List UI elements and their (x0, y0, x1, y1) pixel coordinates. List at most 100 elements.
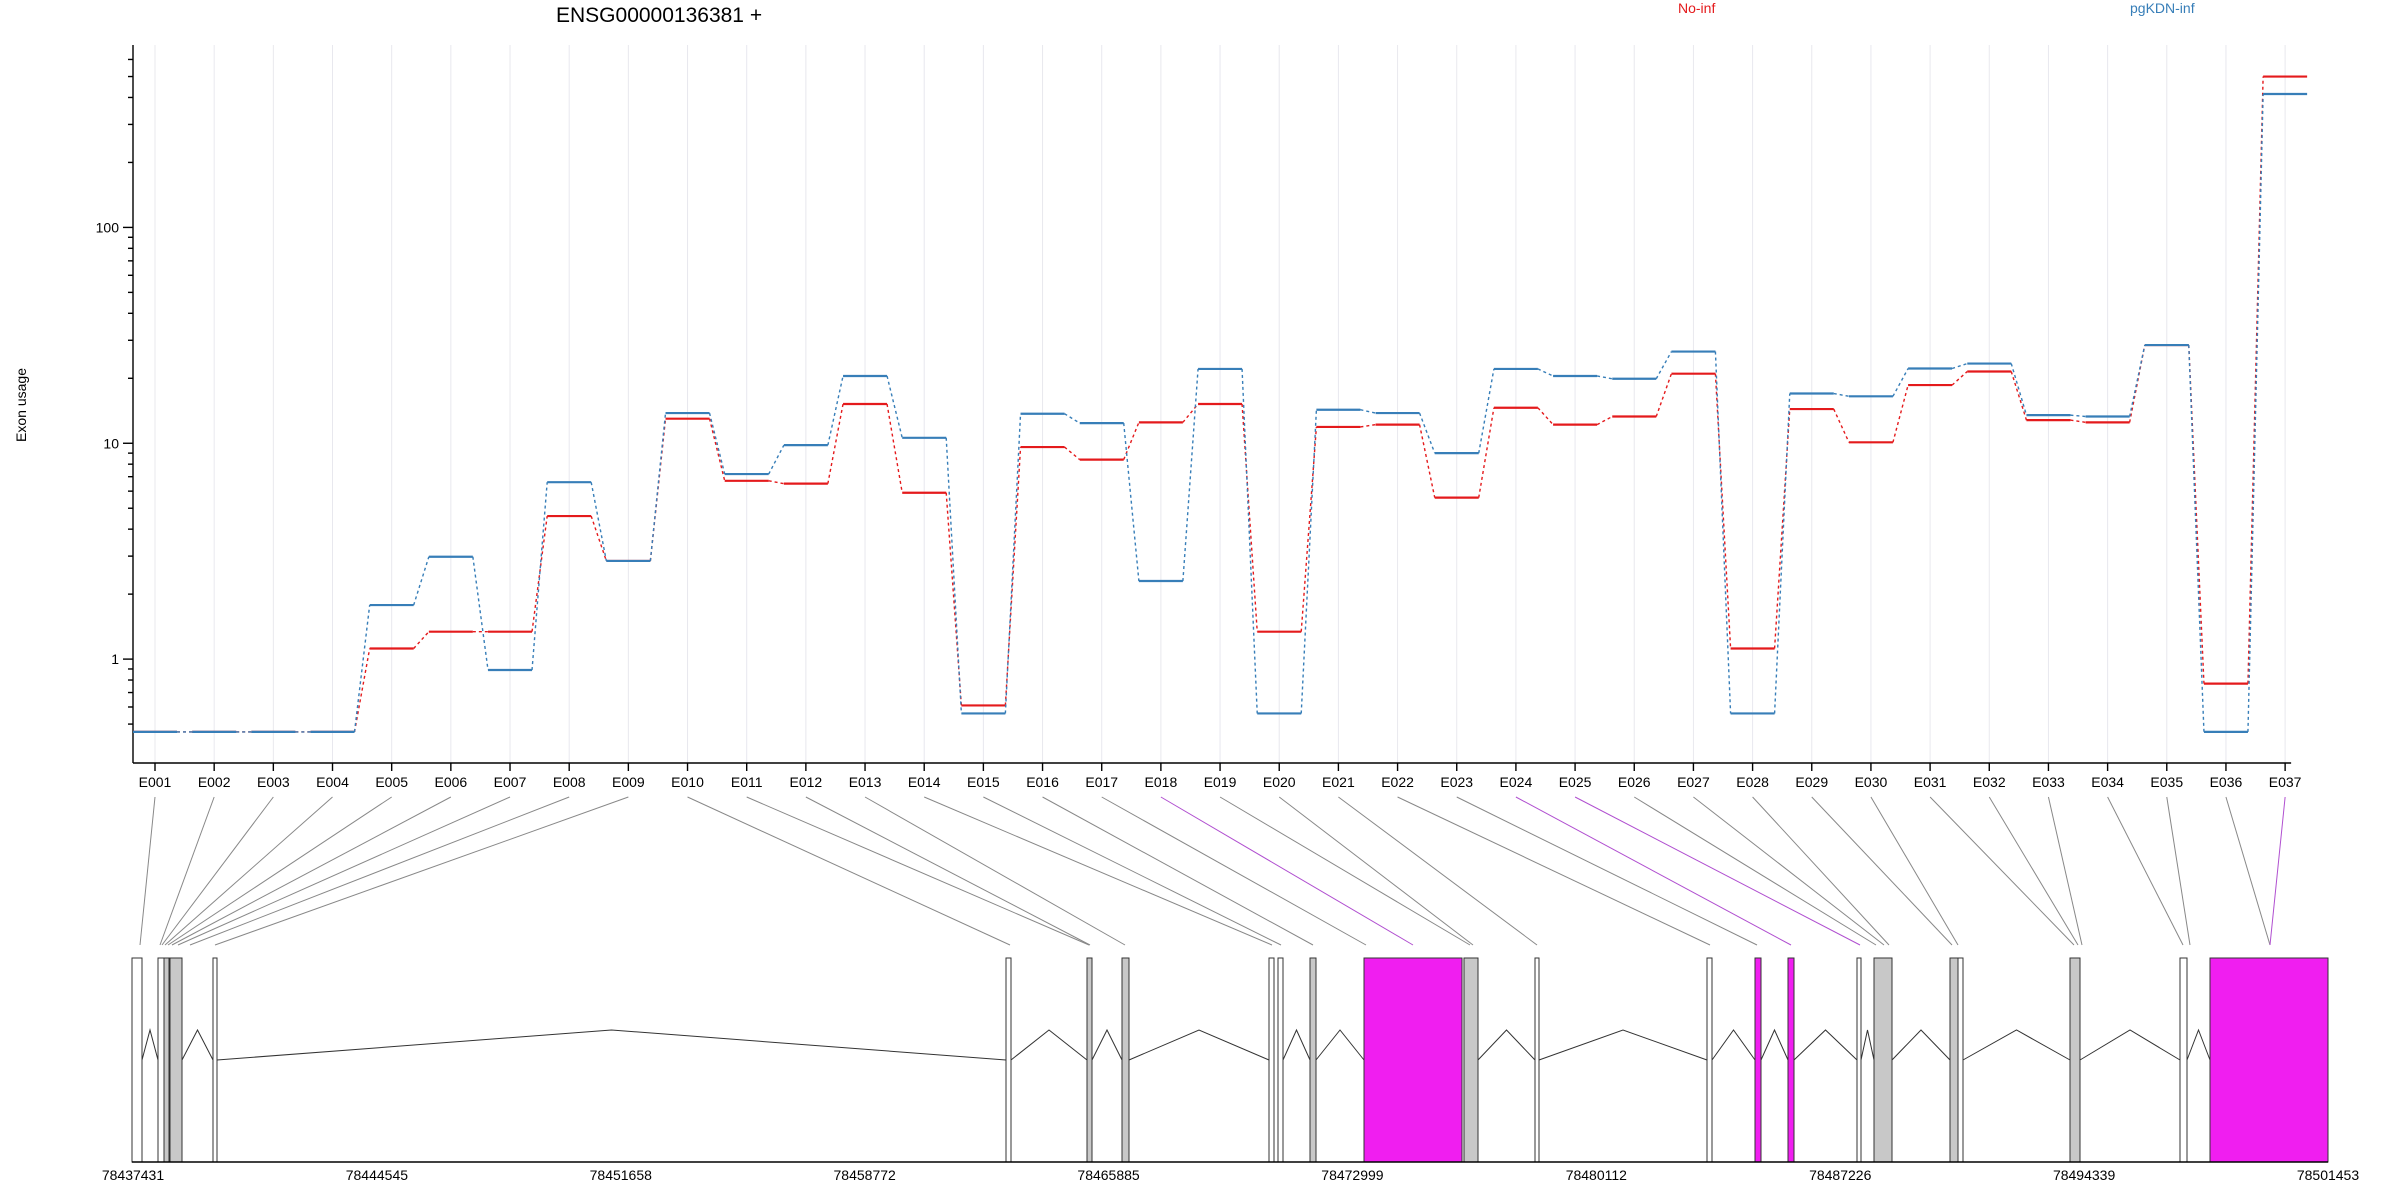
legend-pgkdn-inf: pgKDN-inf (2130, 0, 2195, 16)
data-connector (1478, 407, 1495, 498)
x-tick-label: E011 (731, 774, 763, 790)
exon-connector (167, 796, 392, 946)
exon-box (212, 957, 218, 1163)
exon-connector (2047, 796, 2083, 946)
coordinate-label: 78487226 (1809, 1167, 1872, 1183)
coordinate-label: 78444545 (346, 1167, 409, 1183)
x-tick-label: E023 (1440, 774, 1473, 790)
data-connector (708, 418, 726, 481)
legend-no-inf: No-inf (1678, 0, 1715, 16)
data-connector (1773, 409, 1791, 649)
genomic-coordinate-axis: 78437431 78444545 78451658 78458772 78465885… (102, 1167, 2360, 1183)
intron-line (2079, 1029, 2181, 1061)
data-connector (1418, 424, 1436, 498)
exon-connector (189, 796, 570, 946)
data-connector (353, 648, 371, 733)
data-connector (531, 482, 548, 671)
coordinate-label: 78472999 (1321, 1167, 1384, 1183)
intron-line (1891, 1029, 1951, 1061)
exon-box (1268, 957, 1275, 1163)
x-tick-label: E031 (1914, 774, 1947, 790)
exon-box (1754, 957, 1762, 1163)
data-connector (413, 556, 430, 606)
exon-box (1309, 957, 1317, 1163)
exon-connector (164, 796, 333, 946)
data-connector (531, 515, 548, 632)
data-connector (1241, 368, 1258, 714)
exon-connector (2269, 796, 2286, 946)
data-connector (2128, 344, 2146, 417)
data-connector (1360, 409, 1376, 414)
coordinate-label: 78494339 (2053, 1167, 2116, 1183)
data-connector (1655, 351, 1673, 380)
data-connector (1833, 408, 1850, 443)
exon-connector (1397, 796, 1711, 946)
data-connector (1596, 375, 1613, 380)
exon-box (163, 957, 170, 1163)
coordinate-label: 78437431 (102, 1167, 165, 1183)
x-tick-label: E009 (612, 774, 645, 790)
x-tick-label: E024 (1500, 774, 1533, 790)
x-tick-label: E003 (257, 774, 290, 790)
x-tick-label: E032 (1973, 774, 2006, 790)
exon-connector (1219, 796, 1471, 946)
coordinate-label: 78465885 (1077, 1167, 1140, 1183)
exon-connector (1693, 796, 1885, 946)
data-connector (827, 375, 844, 446)
exon-connector (746, 796, 1090, 946)
data-connector (2070, 419, 2086, 424)
coordinate-label: 78451658 (590, 1167, 653, 1183)
exon-connector (214, 796, 629, 946)
x-tick-label: E027 (1677, 774, 1710, 790)
x-tick-label: E007 (494, 774, 527, 790)
data-connector (1537, 368, 1554, 377)
exon-connector (864, 796, 1126, 946)
chart-title: ENSG00000136381 + (556, 4, 762, 27)
x-tick-label: E016 (1026, 774, 1059, 790)
exon-connector (1870, 796, 1959, 946)
y-axis-label: Exon usage (13, 368, 29, 442)
exon-box (1005, 957, 1012, 1163)
coordinate-label: 78458772 (834, 1167, 897, 1183)
y-tick-label: 1 (111, 651, 119, 667)
intron-line (1962, 1029, 2071, 1061)
intron-line (1860, 1029, 1875, 1061)
data-connector (590, 482, 608, 562)
exon-box (1787, 957, 1795, 1163)
data-connector (1478, 368, 1495, 454)
exon-box (1873, 957, 1893, 1163)
intron-line (1282, 1028, 1311, 1061)
data-connector (1773, 393, 1791, 714)
data-connector (2247, 93, 2264, 732)
y-tick-label: 100 (96, 219, 120, 235)
x-tick-label: E006 (434, 774, 467, 790)
exon-connector (2225, 796, 2271, 946)
exon-connector (1988, 796, 2079, 946)
exon-connector (177, 796, 511, 946)
exon-connector (805, 796, 1091, 946)
coordinate-label: 78501453 (2297, 1167, 2360, 1183)
x-tick-label: E030 (1855, 774, 1888, 790)
x-tick-label: E018 (1145, 774, 1178, 790)
x-tick-label: E015 (967, 774, 1000, 790)
exon-box (131, 957, 143, 1163)
data-connector (1892, 368, 1909, 397)
exon-box (2179, 957, 2188, 1163)
data-connector (886, 403, 903, 493)
data-connector (1241, 403, 1258, 632)
exon-connector (159, 796, 215, 946)
exon-box (1856, 957, 1862, 1163)
exon-connector (1278, 796, 1474, 946)
x-tick-label: E020 (1263, 774, 1296, 790)
axes: 1 10 100 (96, 45, 2292, 764)
data-connector (649, 412, 667, 562)
x-tick-label: E013 (849, 774, 882, 790)
data-connector (827, 403, 844, 484)
exon-box (1957, 957, 1964, 1163)
exon-connector (1515, 796, 1792, 946)
intron-line (216, 1029, 1007, 1061)
intron-line (1010, 1029, 1088, 1061)
data-connector (1300, 409, 1318, 714)
intron-line (141, 1028, 159, 1061)
